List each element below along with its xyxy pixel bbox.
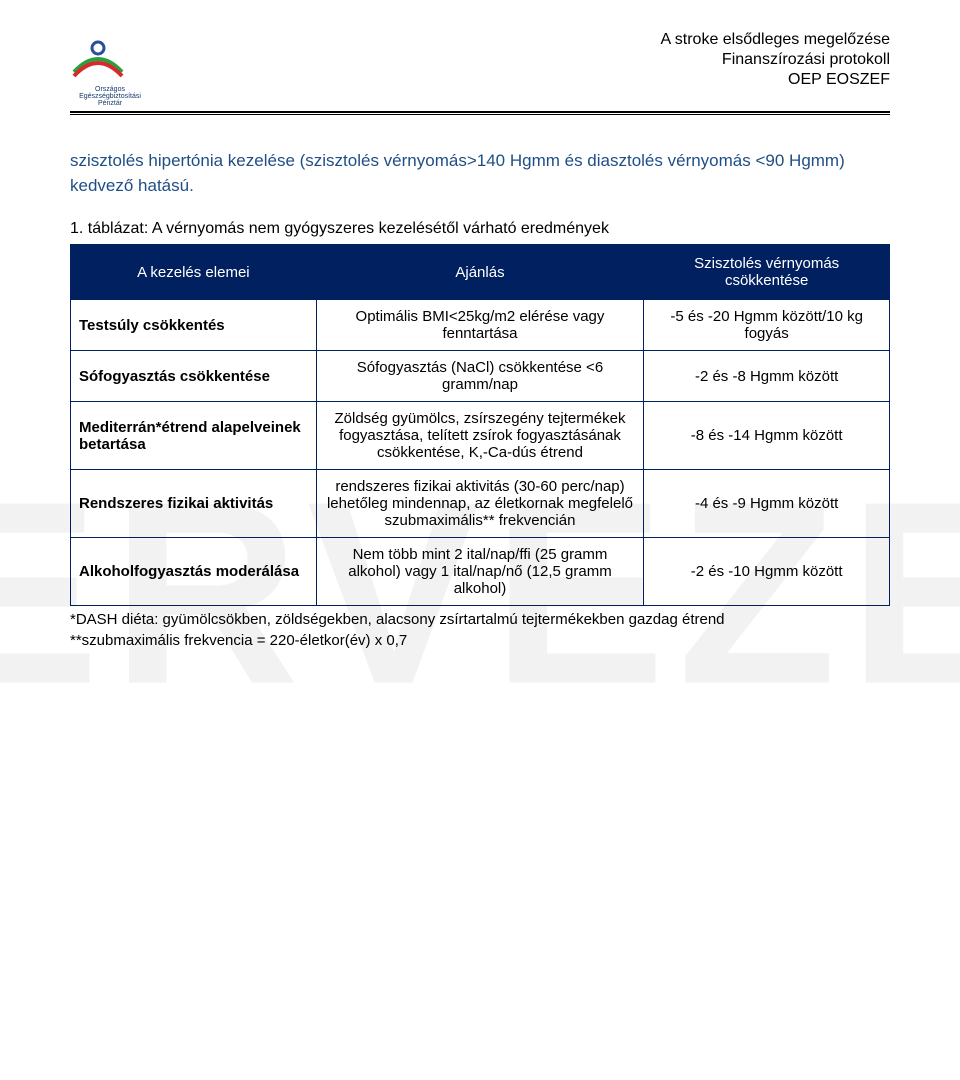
- cell-effect: -2 és -8 Hgmm között: [644, 351, 890, 402]
- oep-logo-icon: [70, 30, 126, 86]
- header-line-3: OEP EOSZEF: [661, 70, 890, 90]
- table-row: Sófogyasztás csökkentése Sófogyasztás (N…: [71, 351, 890, 402]
- table-caption: 1. táblázat: A vérnyomás nem gyógyszeres…: [70, 220, 890, 238]
- table-row: Mediterrán*étrend alapelveinek betartása…: [71, 402, 890, 470]
- cell-effect: -2 és -10 Hgmm között: [644, 538, 890, 606]
- col-header-1: Ajánlás: [316, 245, 644, 300]
- cell-rec: rendszeres fizikai aktivitás (30-60 perc…: [316, 470, 644, 538]
- table-header-row: A kezelés elemei Ajánlás Szisztolés vérn…: [71, 245, 890, 300]
- cell-effect: -5 és -20 Hgmm között/10 kg fogyás: [644, 300, 890, 351]
- cell-label: Rendszeres fizikai aktivitás: [71, 470, 317, 538]
- cell-label: Mediterrán*étrend alapelveinek betartása: [71, 402, 317, 470]
- page-root: TERVEZET Országos Egészségbiztosítási Pé…: [0, 0, 960, 1080]
- cell-label: Alkoholfogyasztás moderálása: [71, 538, 317, 606]
- footnote-1: *DASH diéta: gyümölcsökben, zöldségekben…: [70, 610, 890, 630]
- header-divider: [70, 111, 890, 115]
- footnote-2: **szubmaximális frekvencia = 220-életkor…: [70, 631, 890, 651]
- header-line-1: A stroke elsődleges megelőzése: [661, 30, 890, 50]
- table-row: Rendszeres fizikai aktivitás rendszeres …: [71, 470, 890, 538]
- header-right-block: A stroke elsődleges megelőzése Finanszír…: [661, 30, 890, 90]
- treatment-table: A kezelés elemei Ajánlás Szisztolés vérn…: [70, 244, 890, 606]
- cell-rec: Nem több mint 2 ital/nap/ffi (25 gramm a…: [316, 538, 644, 606]
- col-header-0: A kezelés elemei: [71, 245, 317, 300]
- content-area: szisztolés hipertónia kezelése (szisztol…: [70, 149, 890, 651]
- intro-paragraph: szisztolés hipertónia kezelése (szisztol…: [70, 149, 890, 198]
- logo-caption: Országos Egészségbiztosítási Pénztár: [70, 86, 150, 107]
- header-line-2: Finanszírozási protokoll: [661, 50, 890, 70]
- cell-rec: Zöldség gyümölcs, zsírszegény tejterméke…: [316, 402, 644, 470]
- cell-rec: Optimális BMI<25kg/m2 elérése vagy fennt…: [316, 300, 644, 351]
- cell-label: Sófogyasztás csökkentése: [71, 351, 317, 402]
- table-row: Testsúly csökkentés Optimális BMI<25kg/m…: [71, 300, 890, 351]
- cell-effect: -4 és -9 Hgmm között: [644, 470, 890, 538]
- cell-effect: -8 és -14 Hgmm között: [644, 402, 890, 470]
- page-header: Országos Egészségbiztosítási Pénztár A s…: [70, 30, 890, 107]
- table-footnotes: *DASH diéta: gyümölcsökben, zöldségekben…: [70, 610, 890, 651]
- col-header-2: Szisztolés vérnyomás csökkentése: [644, 245, 890, 300]
- cell-label: Testsúly csökkentés: [71, 300, 317, 351]
- table-row: Alkoholfogyasztás moderálása Nem több mi…: [71, 538, 890, 606]
- cell-rec: Sófogyasztás (NaCl) csökkentése <6 gramm…: [316, 351, 644, 402]
- logo-block: Országos Egészségbiztosítási Pénztár: [70, 30, 150, 107]
